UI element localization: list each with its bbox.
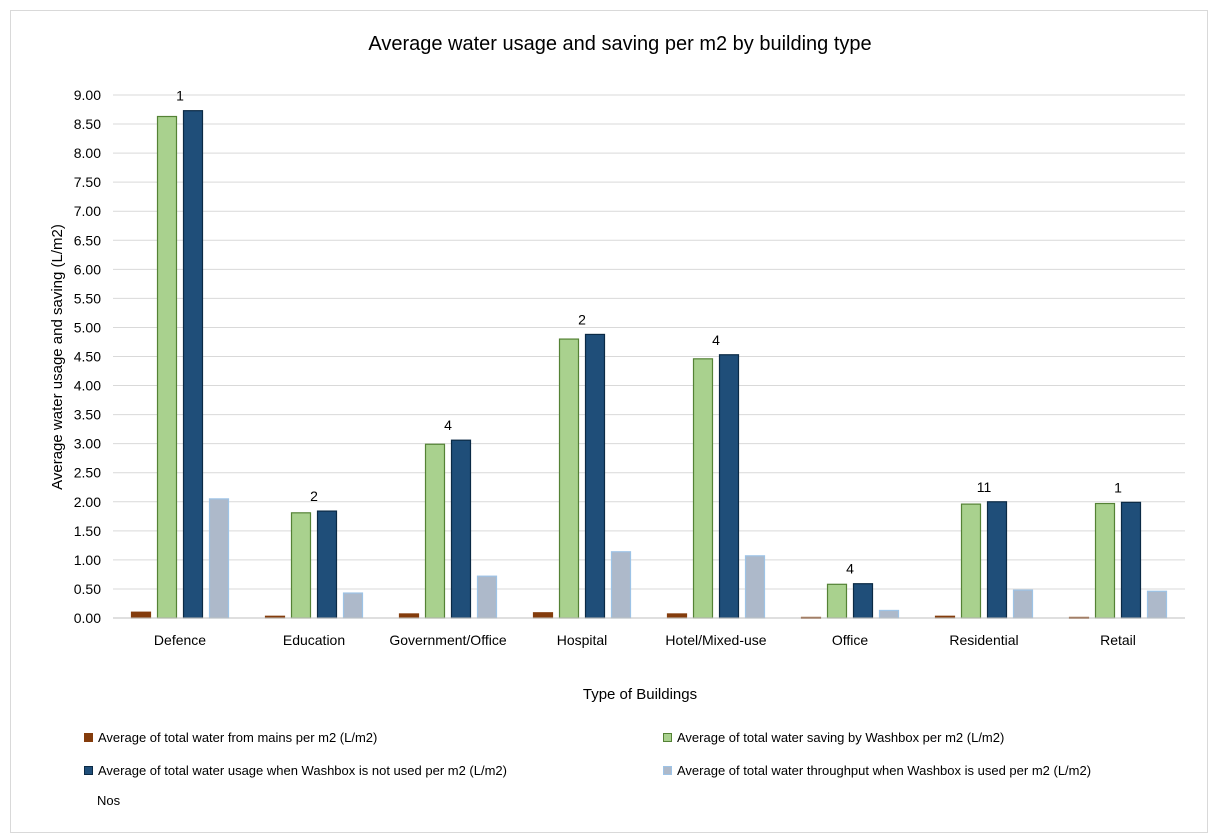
- y-tick-label: 1.00: [74, 552, 101, 568]
- bar-2-office: [826, 583, 848, 619]
- legend-item-usage: Average of total water usage when Washbo…: [84, 763, 507, 778]
- y-tick-label: 3.50: [74, 407, 101, 423]
- bar-3-office: [852, 583, 874, 619]
- y-axis-tick-labels: 0.00 0.50 1.00 1.50 2.00 2.50 3.00 3.50 4.00 4.50…: [74, 87, 101, 626]
- y-tick-label: 2.50: [74, 465, 101, 481]
- y-tick-label: 3.00: [74, 436, 101, 452]
- y-tick-label: 0.50: [74, 581, 101, 597]
- bar-1-hospital: [532, 612, 554, 619]
- legend-item-mains: Average of total water from mains per m2…: [84, 730, 377, 745]
- x-tick-label: Retail: [1100, 632, 1136, 648]
- y-tick-label: 9.00: [74, 87, 101, 103]
- y-axis-label: Average water usage and saving (L/m2): [49, 224, 66, 490]
- x-tick-label: Office: [832, 632, 869, 648]
- x-tick-label: Residential: [949, 632, 1018, 648]
- bar-4-hospital: [610, 551, 632, 619]
- bar-2-defence: [156, 115, 178, 619]
- bar-3-hotel-mixed-use: [718, 354, 740, 619]
- bar-2-retail: [1094, 502, 1116, 619]
- y-tick-label: 2.00: [74, 494, 101, 510]
- legend-swatch-saving: [663, 733, 672, 742]
- bar-1-hotel-mixed-use: [666, 613, 688, 619]
- y-tick-label: 5.00: [74, 319, 101, 335]
- x-tick-label: Government/Office: [389, 632, 506, 648]
- bar-4-hotel-mixed-use: [744, 555, 766, 619]
- nos-label: 4: [712, 332, 720, 348]
- y-tick-label: 7.50: [74, 174, 101, 190]
- bar-3-residential: [986, 501, 1008, 619]
- legend-item-throughput: Average of total water throughput when W…: [663, 763, 1091, 778]
- y-tick-label: 7.00: [74, 203, 101, 219]
- bar-4-residential: [1012, 589, 1034, 619]
- y-tick-label: 6.00: [74, 261, 101, 277]
- y-tick-label: 6.50: [74, 232, 101, 248]
- y-tick-label: 8.50: [74, 116, 101, 132]
- bar-2-government-office: [424, 443, 446, 619]
- legend-swatch-throughput: [663, 766, 672, 775]
- legend-label-nos: Nos: [97, 793, 121, 808]
- legend-item-saving: Average of total water saving by Washbox…: [663, 730, 1004, 745]
- bar-2-hotel-mixed-use: [692, 358, 714, 619]
- legend-label-mains: Average of total water from mains per m2…: [98, 730, 378, 745]
- bar-4-government-office: [476, 575, 498, 619]
- legend-label-saving: Average of total water saving by Washbox…: [677, 730, 1005, 745]
- nos-label: 4: [846, 561, 854, 577]
- bar-2-education: [290, 512, 312, 619]
- y-tick-label: 0.00: [74, 610, 101, 626]
- bar-1-defence: [130, 611, 152, 619]
- bar-4-office: [878, 609, 900, 619]
- nos-label: 2: [310, 488, 318, 504]
- bar-3-defence: [182, 110, 204, 619]
- x-axis-tick-labels: Defence Education Government/Office Hospita…: [154, 632, 1136, 648]
- gridlines: [113, 94, 1185, 590]
- nos-label: 4: [444, 417, 452, 433]
- y-tick-label: 4.50: [74, 349, 101, 365]
- x-tick-label: Defence: [154, 632, 206, 648]
- legend-label-throughput: Average of total water throughput when W…: [677, 763, 1092, 778]
- bar-4-defence: [208, 498, 230, 619]
- bar-2-hospital: [558, 338, 580, 619]
- x-tick-label: Hospital: [557, 632, 608, 648]
- y-tick-label: 5.50: [74, 290, 101, 306]
- legend-swatch-usage: [84, 766, 93, 775]
- legend-label-usage: Average of total water usage when Washbo…: [98, 763, 507, 778]
- bars: [130, 110, 1168, 619]
- bar-4-retail: [1146, 590, 1168, 619]
- nos-label: 1: [176, 88, 184, 104]
- legend-swatch-mains: [84, 733, 93, 742]
- chart-area: [10, 10, 1208, 833]
- x-tick-label: Hotel/Mixed-use: [665, 632, 766, 648]
- x-axis-label: Type of Buildings: [583, 686, 697, 703]
- bar-3-hospital: [584, 333, 606, 619]
- bar-3-retail: [1120, 501, 1142, 619]
- bar-3-education: [316, 510, 338, 619]
- bar-1-government-office: [398, 613, 420, 619]
- nos-label: 2: [578, 311, 586, 327]
- legend-item-nos: Nos: [97, 793, 120, 808]
- nos-label: 1: [1114, 479, 1122, 495]
- bar-4-education: [342, 592, 364, 619]
- y-tick-label: 8.00: [74, 145, 101, 161]
- y-tick-label: 1.50: [74, 523, 101, 539]
- bar-3-government-office: [450, 439, 472, 619]
- x-tick-label: Education: [283, 632, 345, 648]
- bar-2-residential: [960, 503, 982, 619]
- y-tick-label: 4.00: [74, 378, 101, 394]
- nos-label: 11: [977, 479, 992, 495]
- chart-title: Average water usage and saving per m2 by…: [368, 33, 871, 55]
